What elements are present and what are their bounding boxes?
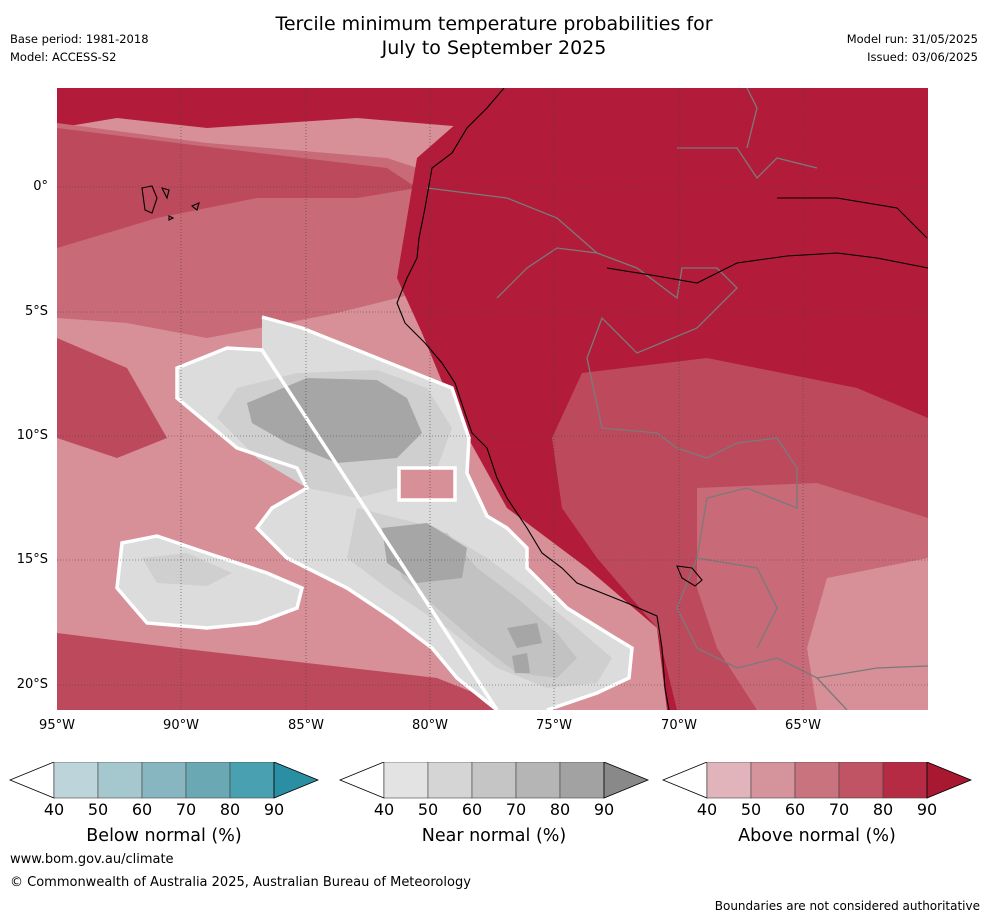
cb-below-tick-90: 90 — [263, 800, 285, 819]
above-swatch-5 — [882, 762, 928, 799]
near-swatch-1 — [383, 762, 429, 799]
colorbar-above — [661, 762, 973, 799]
cb-below-tick-50: 50 — [87, 800, 109, 819]
near-70-c — [507, 623, 542, 648]
model-name: Model: ACCESS-S2 — [10, 50, 117, 64]
lon-label-70w: 70°W — [661, 718, 697, 733]
cb-below-title: Below normal (%) — [86, 826, 242, 846]
lat-label-10s: 10°S — [16, 428, 48, 443]
lat-label-20s: 20°S — [16, 677, 48, 692]
west-above-80 — [57, 338, 167, 458]
ocean-above-80-band — [57, 128, 417, 248]
cb-above-title: Above normal (%) — [738, 826, 896, 846]
cb-near-tick-80: 80 — [549, 800, 571, 819]
near-contour-west — [115, 534, 305, 630]
cb-near-tick-90: 90 — [593, 800, 615, 819]
below-swatch-2 — [97, 762, 143, 799]
cb-below-tick-60: 60 — [131, 800, 153, 819]
near-swatch-4 — [515, 762, 561, 799]
below-swatch-3 — [141, 762, 187, 799]
model-run: Model run: 31/05/2025 — [846, 32, 978, 46]
meta-left: Base period: 1981-2018 Model: ACCESS-S2 — [10, 30, 149, 66]
galapagos-islands — [141, 185, 200, 221]
lake-titicaca — [676, 565, 703, 587]
probability-map — [57, 88, 928, 710]
title-line-2: July to September 2025 — [381, 37, 607, 59]
cb-near-tick-50: 50 — [417, 800, 439, 819]
near-contour-main — [175, 315, 634, 710]
near-contour-island — [397, 466, 457, 502]
cb-below-tick-80: 80 — [219, 800, 241, 819]
chart-title: Tercile minimum temperature probabilitie… — [0, 12, 988, 60]
cb-below-tick-70: 70 — [175, 800, 197, 819]
cb-below-tick-40: 40 — [43, 800, 65, 819]
colorbar-below — [8, 762, 320, 799]
base-period: Base period: 1981-2018 — [10, 32, 149, 46]
southwest-above-80 — [57, 633, 517, 710]
lon-label-65w: 65°W — [785, 718, 821, 733]
near-40-west-inner — [142, 553, 232, 586]
above-swatch-4 — [838, 762, 884, 799]
amazon-river — [606, 197, 928, 284]
land-above-60 — [807, 558, 928, 710]
below-extend-low — [8, 762, 55, 799]
near-extend-low — [338, 762, 385, 799]
near-swatch-3 — [471, 762, 517, 799]
cb-near-title: Near normal (%) — [421, 826, 567, 846]
country-borders — [426, 88, 928, 710]
near-swatch-5 — [559, 762, 605, 799]
lon-label-80w: 80°W — [412, 718, 448, 733]
lon-label-85w: 85°W — [288, 718, 324, 733]
colorbar-near — [338, 762, 650, 799]
cb-near-tick-60: 60 — [461, 800, 483, 819]
lat-label-15s: 15°S — [16, 552, 48, 567]
issued-date: Issued: 03/06/2025 — [867, 50, 978, 64]
above-extend-low — [661, 762, 708, 799]
cb-above-tick-80: 80 — [872, 800, 894, 819]
above-swatch-1 — [706, 762, 752, 799]
near-70-d — [512, 653, 530, 673]
lon-label-90w: 90°W — [163, 718, 199, 733]
near-swatch-2 — [427, 762, 473, 799]
above-island — [399, 468, 455, 500]
near-70-a — [247, 378, 422, 463]
cb-above-tick-90: 90 — [916, 800, 938, 819]
lat-label-5s: 5°S — [24, 304, 48, 319]
below-swatch-1 — [53, 762, 99, 799]
cb-above-tick-50: 50 — [740, 800, 762, 819]
above-extend-high — [926, 762, 973, 799]
boundary-disclaimer: Boundaries are not considered authoritat… — [714, 899, 980, 913]
coastline — [396, 88, 670, 710]
cb-near-tick-40: 40 — [373, 800, 395, 819]
source-url: www.bom.gov.au/climate — [10, 852, 174, 867]
lat-label-0: 0° — [33, 179, 48, 194]
lon-label-95w: 95°W — [39, 718, 75, 733]
meta-right: Model run: 31/05/2025 Issued: 03/06/2025 — [847, 30, 978, 66]
copyright-notice: © Commonwealth of Australia 2025, Austra… — [10, 875, 471, 890]
above-swatch-2 — [750, 762, 796, 799]
below-swatch-4 — [185, 762, 231, 799]
cb-near-tick-70: 70 — [505, 800, 527, 819]
title-line-1: Tercile minimum temperature probabilitie… — [275, 13, 713, 35]
lon-label-75w: 75°W — [536, 718, 572, 733]
above-swatch-3 — [794, 762, 840, 799]
cb-above-tick-60: 60 — [784, 800, 806, 819]
below-swatch-5 — [229, 762, 275, 799]
near-extend-high — [603, 762, 650, 799]
graticule — [57, 88, 928, 710]
cb-above-tick-40: 40 — [696, 800, 718, 819]
below-extend-high — [273, 762, 320, 799]
cb-above-tick-70: 70 — [828, 800, 850, 819]
